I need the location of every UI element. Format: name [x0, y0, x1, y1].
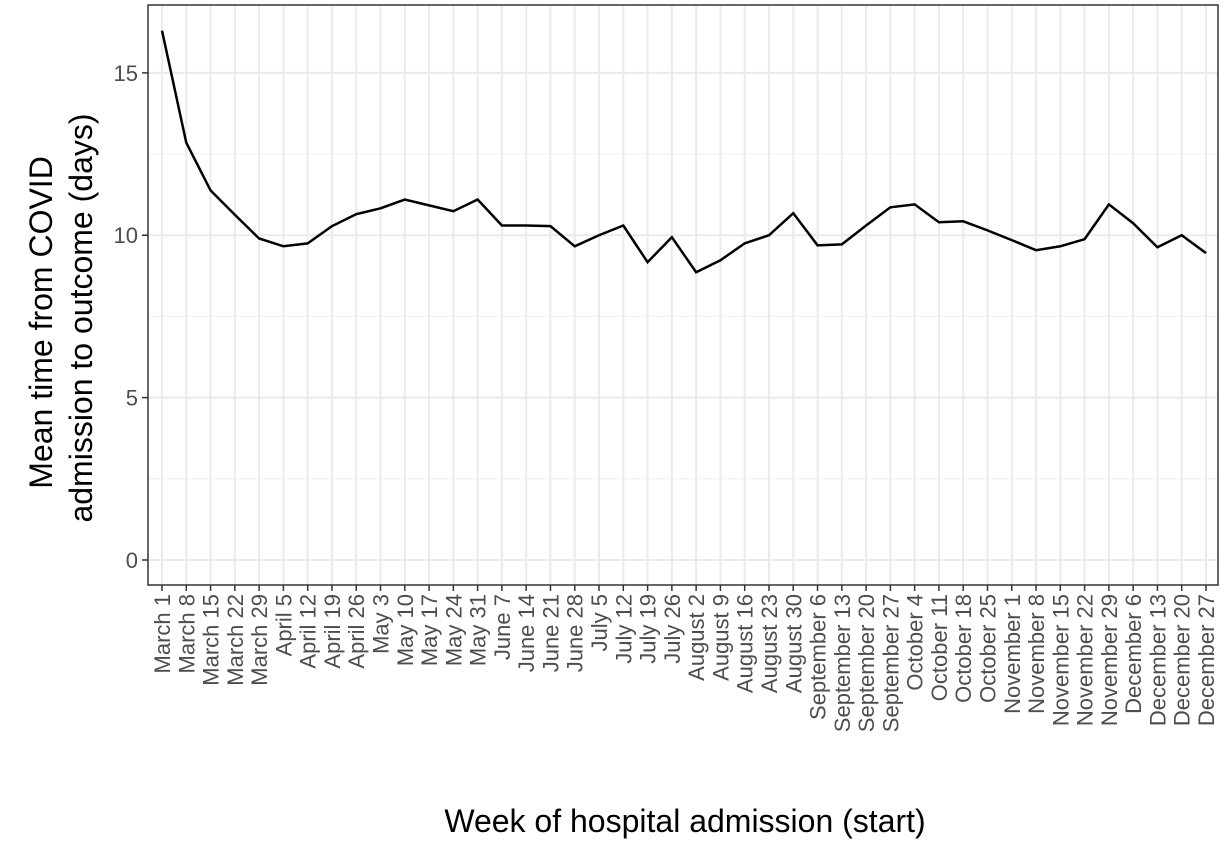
y-axis-title: Mean time from COVID admission to outcom… [23, 113, 99, 522]
y-tick-label: 15 [114, 61, 138, 86]
x-tick-label: August 9 [708, 594, 733, 681]
x-tick-label: April 12 [296, 594, 321, 669]
x-tick-label: March 15 [199, 594, 224, 686]
x-tick-label: March 29 [247, 594, 272, 686]
x-tick-label: May 31 [466, 594, 491, 666]
x-tick-label: March 8 [174, 594, 199, 673]
x-tick-label: June 7 [490, 594, 515, 660]
x-tick-label: November 15 [1048, 594, 1073, 726]
x-tick-label: November 1 [1000, 594, 1025, 714]
x-tick-label: September 20 [854, 594, 879, 732]
x-tick-label: April 26 [344, 594, 369, 669]
x-tick-label: May 10 [393, 594, 418, 666]
x-tick-label: December 6 [1121, 594, 1146, 714]
x-tick-label: October 11 [927, 594, 952, 701]
x-tick-label: September 6 [806, 594, 831, 720]
x-tick-label: December 13 [1145, 594, 1170, 726]
x-tick-label: September 27 [878, 594, 903, 732]
x-tick-label: November 29 [1097, 594, 1122, 726]
x-tick-label: September 13 [830, 594, 855, 732]
y-tick-label: 0 [126, 548, 138, 573]
x-tick-label: May 24 [441, 594, 466, 666]
x-tick-label: November 22 [1073, 594, 1098, 726]
x-tick-label: August 2 [684, 594, 709, 681]
x-tick-label: December 27 [1194, 594, 1219, 726]
x-tick-label: July 12 [611, 594, 636, 664]
x-tick-label: November 8 [1024, 594, 1049, 714]
y-tick-label: 10 [114, 223, 138, 248]
x-tick-label: August 30 [781, 594, 806, 693]
x-axis-title: Week of hospital admission (start) [444, 803, 925, 839]
x-tick-label: June 21 [538, 594, 563, 672]
x-tick-label: March 22 [223, 594, 248, 686]
x-tick-label: August 23 [757, 594, 782, 693]
x-tick-label: July 19 [636, 594, 661, 664]
x-tick-label: May 17 [417, 594, 442, 666]
x-tick-label: August 16 [733, 594, 758, 693]
x-tick-label: July 5 [587, 594, 612, 651]
x-tick-label: December 20 [1170, 594, 1195, 726]
x-tick-label: June 14 [514, 594, 539, 672]
line [160, 30, 1207, 274]
x-tick-label: June 28 [563, 594, 588, 672]
y-tick-label: 5 [126, 386, 138, 411]
panel-border [147, 4, 1219, 586]
y-axis-title-line: Mean time from COVID [23, 156, 59, 489]
x-tick-label: March 1 [150, 594, 175, 673]
x-tick-label: July 26 [660, 594, 685, 664]
x-tick-label: October 18 [951, 594, 976, 703]
x-tick-label: October 25 [975, 594, 1000, 703]
x-tick-label: April 5 [271, 594, 296, 656]
x-tick-label: October 4 [903, 594, 928, 691]
y-axis-title-line: admission to outcome (days) [63, 113, 99, 522]
x-tick-label: April 19 [320, 594, 345, 669]
x-tick-label: May 3 [369, 594, 394, 654]
